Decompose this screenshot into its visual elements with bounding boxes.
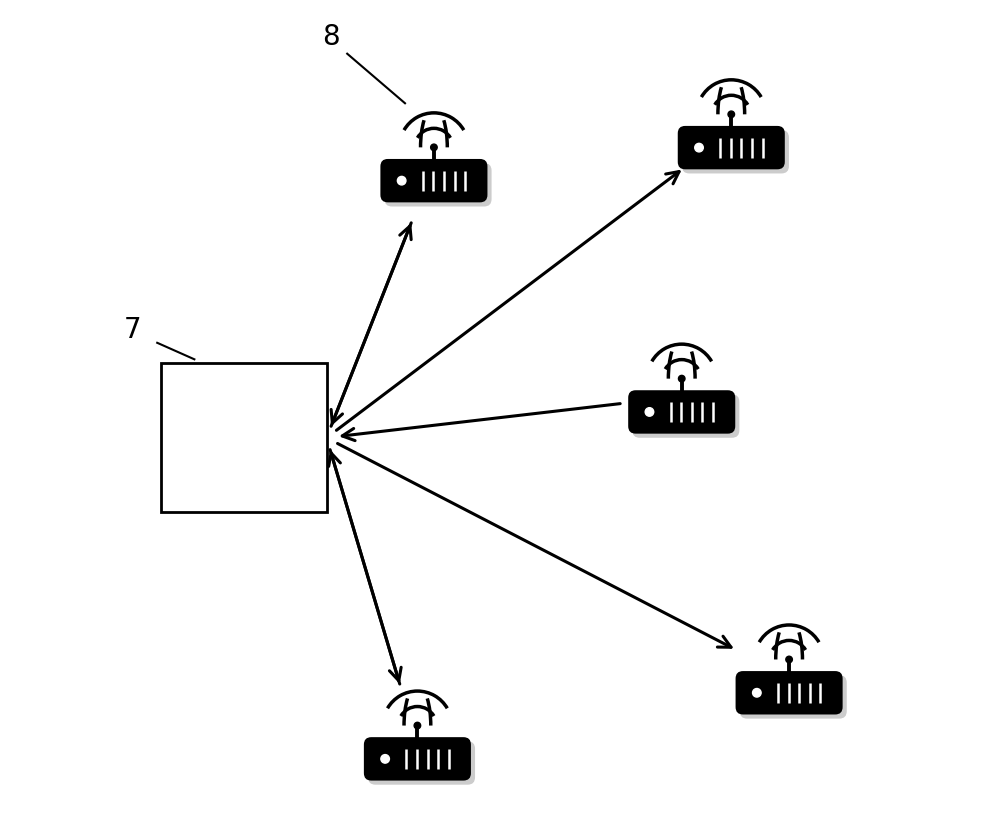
Circle shape xyxy=(414,722,421,729)
FancyBboxPatch shape xyxy=(628,390,735,434)
Circle shape xyxy=(431,144,437,150)
Circle shape xyxy=(786,656,792,662)
Circle shape xyxy=(753,689,761,697)
Circle shape xyxy=(678,375,685,382)
Circle shape xyxy=(645,408,654,416)
FancyBboxPatch shape xyxy=(736,671,843,714)
FancyBboxPatch shape xyxy=(632,394,739,438)
Text: 8: 8 xyxy=(322,23,339,51)
FancyBboxPatch shape xyxy=(682,130,789,173)
Circle shape xyxy=(381,755,389,763)
Circle shape xyxy=(695,144,703,152)
Bar xyxy=(161,363,327,512)
FancyBboxPatch shape xyxy=(368,741,475,785)
FancyBboxPatch shape xyxy=(364,737,471,781)
Circle shape xyxy=(397,177,406,185)
FancyBboxPatch shape xyxy=(385,163,492,206)
Circle shape xyxy=(728,111,735,117)
FancyBboxPatch shape xyxy=(380,159,487,202)
FancyBboxPatch shape xyxy=(678,126,785,169)
FancyBboxPatch shape xyxy=(740,675,847,719)
Text: 7: 7 xyxy=(124,316,141,344)
